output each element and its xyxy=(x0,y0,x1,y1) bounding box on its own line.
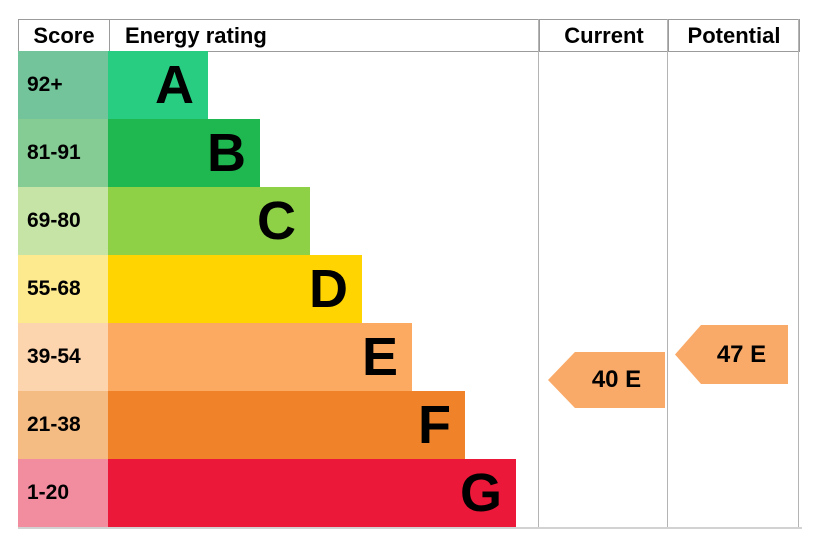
chart-header-row: Score Energy rating Current Potential xyxy=(18,19,800,52)
band-bar-f: F xyxy=(108,391,465,459)
header-potential: Potential xyxy=(668,20,799,51)
current-rating-arrow: 40 E xyxy=(548,352,665,408)
band-rows: 92+ A 81-91 B 69-80 C 55-68 D 39-54 E 21… xyxy=(18,51,540,527)
band-letter: D xyxy=(309,259,348,319)
band-row-g: 1-20 G xyxy=(18,459,540,527)
band-bar-b: B xyxy=(108,119,260,187)
band-bar-d: D xyxy=(108,255,362,323)
band-score-range: 55-68 xyxy=(18,255,108,323)
band-row-a: 92+ A xyxy=(18,51,540,119)
band-score-range: 81-91 xyxy=(18,119,108,187)
band-letter: A xyxy=(155,55,194,115)
band-score-range: 39-54 xyxy=(18,323,108,391)
band-row-e: 39-54 E xyxy=(18,323,540,391)
band-bar-e: E xyxy=(108,323,412,391)
header-score: Score xyxy=(33,22,95,48)
band-letter: E xyxy=(361,327,398,387)
band-score-range: 1-20 xyxy=(18,459,108,527)
potential-column-divider xyxy=(667,19,668,527)
table-bottom-border xyxy=(18,527,802,529)
band-letter: G xyxy=(459,463,502,523)
potential-rating-arrow: 47 E xyxy=(675,325,788,384)
current-rating-value: 40 E xyxy=(591,366,642,393)
header-energy-rating: Energy rating xyxy=(109,20,539,51)
current-column-divider xyxy=(538,19,539,527)
band-row-c: 69-80 C xyxy=(18,187,540,255)
band-row-f: 21-38 F xyxy=(18,391,540,459)
band-letter: C xyxy=(257,191,296,251)
band-row-d: 55-68 D xyxy=(18,255,540,323)
band-letter: F xyxy=(418,395,451,455)
band-row-b: 81-91 B xyxy=(18,119,540,187)
band-bar-c: C xyxy=(108,187,310,255)
band-score-range: 69-80 xyxy=(18,187,108,255)
band-bar-a: A xyxy=(108,51,208,119)
table-right-border xyxy=(798,19,799,527)
band-letter: B xyxy=(207,123,246,183)
band-bar-g: G xyxy=(108,459,516,527)
band-score-range: 21-38 xyxy=(18,391,108,459)
band-score-range: 92+ xyxy=(18,51,108,119)
header-current: Current xyxy=(539,20,668,51)
potential-rating-value: 47 E xyxy=(716,340,767,368)
